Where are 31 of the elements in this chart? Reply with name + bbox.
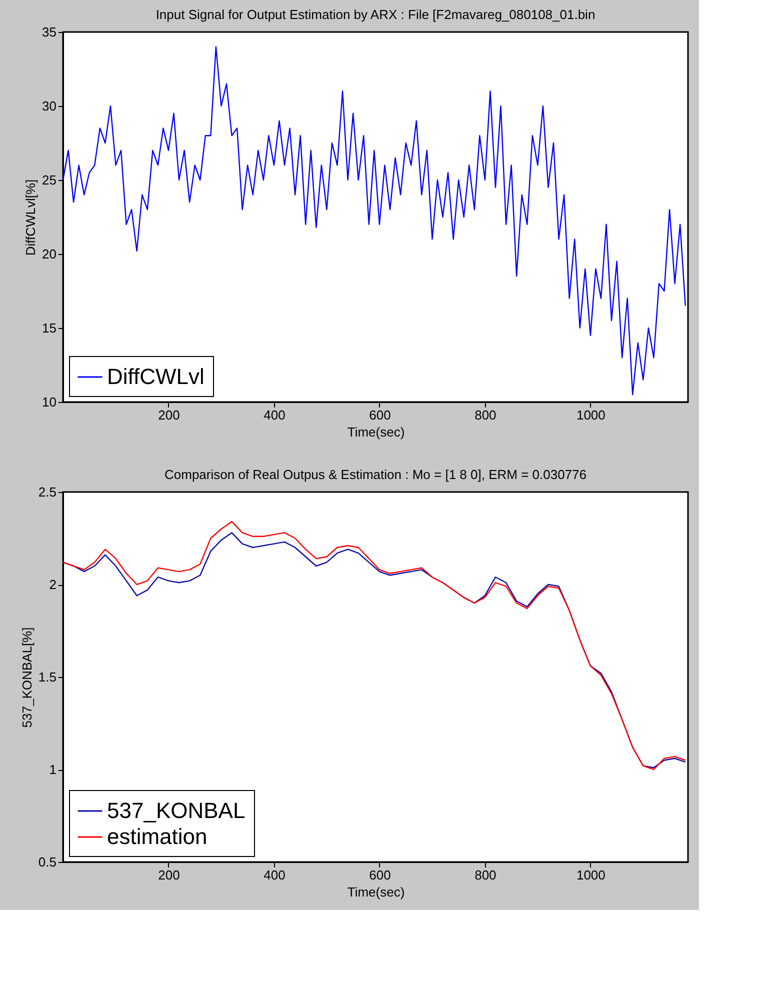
y-tick-label: 10 xyxy=(42,394,56,410)
line-series xyxy=(62,46,686,396)
x-tick-label: 1000 xyxy=(576,868,606,882)
y-tick-label: 1.5 xyxy=(38,670,56,684)
y-tick-label: 0.5 xyxy=(38,854,56,870)
x-tick-label: 400 xyxy=(264,408,286,422)
x-tick-label: 200 xyxy=(158,408,180,422)
y-tick-label: 2 xyxy=(49,577,56,592)
y-tick-label: 25 xyxy=(42,172,56,188)
legend-label: estimation xyxy=(107,824,208,849)
x-axis-title: Time(sec) xyxy=(347,884,405,900)
x-tick-label: 1000 xyxy=(576,408,606,422)
y-tick-label: 1 xyxy=(49,762,56,777)
y-axis-title: 537_KONBAL[%] xyxy=(19,627,34,728)
x-tick-label: 200 xyxy=(158,868,180,882)
x-tick-label: 800 xyxy=(474,868,496,882)
x-tick-label: 600 xyxy=(369,408,391,422)
y-axis-title: DiffCWLvl[%] xyxy=(23,179,38,256)
x-tick-label: 400 xyxy=(264,868,286,882)
legend-label: DiffCWLvl xyxy=(107,364,204,389)
chart-title: Input Signal for Output Estimation by ARX : File [F2mavareg_080108_01.bin xyxy=(156,7,596,22)
y-tick-label: 20 xyxy=(42,246,56,262)
legend-label: 537_KONBAL xyxy=(107,798,246,823)
chart-title: Comparison of Real Outpus & Estimation : Mo = [1 8 0], ERM = 0.030776 xyxy=(164,467,586,482)
y-tick-label: 30 xyxy=(42,98,56,114)
x-axis-title: Time(sec) xyxy=(347,424,405,440)
x-tick-label: 800 xyxy=(474,408,496,422)
y-tick-label: 35 xyxy=(42,24,56,40)
x-tick-label: 600 xyxy=(369,868,391,882)
y-tick-label: 15 xyxy=(42,320,56,336)
y-tick-label: 2.5 xyxy=(38,484,56,500)
